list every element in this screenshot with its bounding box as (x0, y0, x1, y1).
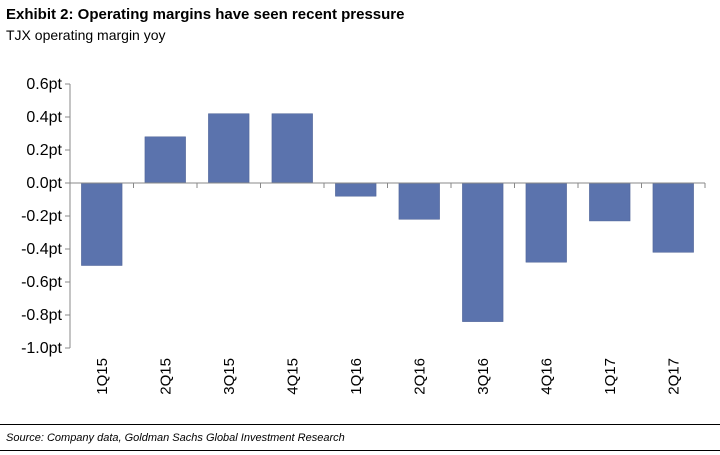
bar-2Q17 (652, 182, 694, 253)
y-tick-label: 0.6pt (26, 76, 62, 93)
y-tick-label: -0.4pt (21, 241, 62, 258)
bar-2Q15 (144, 136, 186, 184)
y-tick-label: -0.6pt (21, 274, 62, 291)
footer-rule-top (0, 424, 720, 425)
source-note: Source: Company data, Goldman Sachs Glob… (6, 432, 345, 444)
x-category-label: 1Q16 (348, 358, 365, 395)
bar-3Q15 (208, 113, 250, 184)
chart-subtitle: TJX operating margin yoy (6, 27, 166, 43)
y-tick-label: -0.2pt (21, 208, 62, 225)
x-category-label: 3Q16 (475, 358, 492, 395)
x-category-label: 2Q17 (665, 358, 682, 395)
footer-rule-bottom (0, 450, 720, 451)
y-tick-label: 0.2pt (26, 142, 62, 159)
y-tick-label: 0.4pt (26, 109, 62, 126)
x-category-label: 4Q16 (538, 358, 555, 395)
bar-1Q15 (81, 182, 123, 266)
bar-chart: 0.6pt 0.4pt 0.2pt 0.0pt -0.2pt -0.4pt -0.6pt -0… (21, 76, 706, 395)
x-category-label: 1Q15 (94, 358, 111, 395)
x-category-label: 2Q16 (411, 358, 428, 395)
bar-3Q16 (462, 182, 504, 322)
x-category-label: 2Q15 (157, 358, 174, 395)
bar-4Q16 (525, 182, 567, 263)
y-tick-label: -0.8pt (21, 307, 62, 324)
x-category-label: 3Q15 (221, 358, 238, 395)
bar-1Q16 (335, 182, 377, 197)
bar-1Q17 (589, 182, 631, 222)
y-tick-label: -1.0pt (21, 340, 62, 357)
x-category-label: 4Q15 (284, 358, 301, 395)
y-tick-label: 0.0pt (26, 175, 62, 192)
x-category-label: 1Q17 (602, 358, 619, 395)
chart-title: Exhibit 2: Operating margins have seen r… (6, 6, 405, 23)
bar-2Q16 (398, 182, 440, 220)
bar-4Q15 (271, 113, 313, 184)
